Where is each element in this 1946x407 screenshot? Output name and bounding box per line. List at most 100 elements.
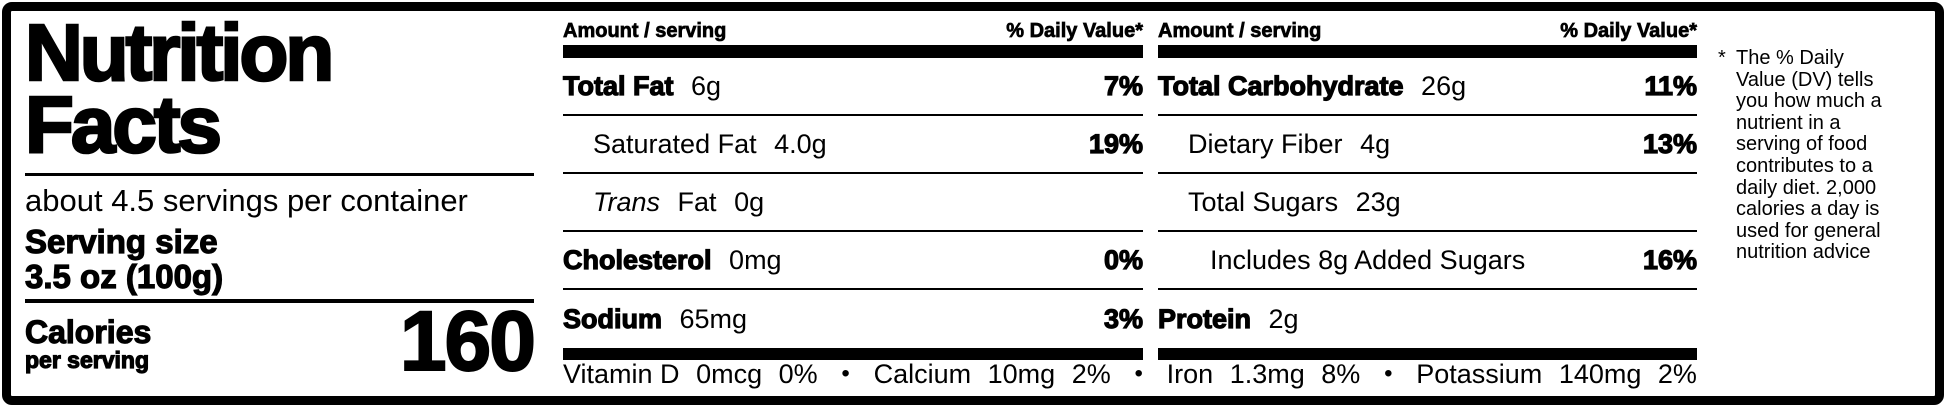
title-line-1: Nutrition [24, 8, 336, 97]
nutrient-amount: 0mg [729, 244, 782, 275]
micronutrient-calcium: Calcium 10mg 2% [874, 360, 1111, 388]
servings-per-container: about 4.5 servings per container [25, 183, 468, 218]
micronutrient-iron: Iron 1.3mg 8% [1167, 360, 1361, 388]
nutrient-name-italic: Trans [593, 186, 661, 217]
micronutrient-vitamin-d: Vitamin D 0mcg 0% [563, 360, 818, 388]
title-line-2: Facts [24, 80, 224, 169]
daily-value: 2% [1657, 359, 1697, 389]
daily-value: 0% [778, 359, 818, 389]
nutrient-name-group: Total Sugars 23g [1158, 187, 1401, 218]
micronutrient-potassium: Potassium 140mg 2% [1416, 360, 1697, 388]
serving-size-label: Serving size [24, 223, 218, 260]
nutrient-name: Potassium [1416, 359, 1543, 389]
nutrient-row-added-sugars: Includes 8g Added Sugars 16% [1158, 232, 1698, 290]
nutrient-name: Total Sugars [1188, 186, 1339, 217]
amount-per-serving-header: Amount / serving [563, 20, 727, 43]
nutrient-amount: 26g [1421, 70, 1467, 101]
nutrient-row-saturated-fat: Saturated Fat 4.0g 19% [563, 116, 1144, 174]
daily-value-header: % Daily Value* [1560, 20, 1697, 43]
nutrient-name-group: Saturated Fat 4.0g [563, 129, 827, 160]
nutrient-row-total-fat: Total Fat 6g 7% [562, 58, 1144, 116]
nutrient-amount: 10mg [987, 359, 1056, 389]
nutrition-facts-title: Nutrition Facts [24, 8, 534, 169]
nutrient-amount: 1.3mg [1229, 359, 1305, 389]
nutrient-column-1: Amount / serving % Daily Value* Total Fa… [562, 19, 1144, 360]
nutrient-amount: 0mcg [696, 359, 763, 389]
nutrient-name-group: Protein 2g [1157, 303, 1299, 335]
nutrient-name-group: Trans Fat 0g [563, 187, 764, 218]
daily-value: 2% [1071, 359, 1111, 389]
nutrient-name: Protein [1157, 303, 1252, 334]
daily-value: 7% [1103, 70, 1143, 101]
nutrient-amount: 65mg [679, 303, 748, 334]
footnote-line: you how much a [1736, 90, 1882, 113]
nutrient-name: Iron [1166, 359, 1214, 389]
nutrient-name: Vitamin D [563, 359, 680, 389]
thick-rule [563, 45, 1143, 58]
nutrient-name: Sodium [562, 303, 662, 334]
nutrient-amount: 6g [691, 70, 722, 101]
nutrient-row-total-sugars: Total Sugars 23g [1158, 174, 1697, 232]
micronutrients-line: Vitamin D 0mcg 0% • Calcium 10mg 2% • Ir… [563, 360, 1697, 388]
column-header: Amount / serving % Daily Value* [563, 19, 1144, 43]
nutrient-name-group: Includes 8g Added Sugars [1158, 245, 1525, 276]
nutrient-name-group: Total Fat 6g [562, 70, 722, 102]
footnote-line: Value (DV) tells [1736, 68, 1874, 91]
nutrient-name: Dietary Fiber [1188, 128, 1343, 159]
daily-value: 16% [1642, 244, 1697, 275]
nutrient-name: Includes 8g Added Sugars [1210, 244, 1526, 275]
nutrient-name-group: Sodium 65mg [562, 303, 748, 335]
nutrient-amount: 140mg [1558, 359, 1642, 389]
footnote-line: The % Daily [1736, 47, 1844, 69]
nutrient-row-total-carbohydrate: Total Carbohydrate 26g 11% [1157, 58, 1698, 116]
nutrient-row-dietary-fiber: Dietary Fiber 4g 13% [1158, 116, 1698, 174]
calories-label: Calories [24, 314, 152, 350]
nutrient-row-trans-fat: Trans Fat 0g [563, 174, 1143, 232]
nutrient-amount: 2g [1268, 303, 1299, 334]
daily-value: 8% [1321, 359, 1361, 389]
nutrient-row-sodium: Sodium 65mg 3% [562, 290, 1143, 348]
nutrient-name: Calcium [873, 359, 972, 389]
thick-rule [1158, 45, 1697, 58]
amount-per-serving-header: Amount / serving [1158, 20, 1322, 43]
footnote-line: serving of food [1736, 133, 1868, 156]
daily-value: 3% [1103, 303, 1143, 334]
column-header: Amount / serving % Daily Value* [1158, 19, 1698, 43]
thick-rule [1158, 348, 1697, 360]
calories-sublabel: per serving [24, 347, 149, 373]
nutrient-row-cholesterol: Cholesterol 0mg 0% [562, 232, 1144, 290]
divider [25, 173, 534, 176]
nutrient-name: Fat [677, 186, 717, 217]
nutrient-name: Total Carbohydrate [1157, 70, 1404, 101]
footnote-line: daily diet. 2,000 [1736, 176, 1877, 199]
daily-value-header: % Daily Value* [1006, 20, 1143, 43]
nutrient-name-group: Dietary Fiber 4g [1158, 129, 1390, 160]
left-panel: Nutrition Facts about 4.5 servings per c… [24, 8, 537, 396]
nutrient-name: Total Fat [562, 70, 674, 101]
daily-value-footnote: * The % Daily Value (DV) tells you how m… [1718, 47, 1923, 264]
daily-value: 19% [1088, 128, 1143, 159]
divider [25, 299, 534, 303]
daily-value: 11% [1644, 70, 1698, 101]
footnote-line: nutrient in a [1736, 111, 1841, 134]
calories-value: 160 [399, 294, 537, 388]
daily-value: 13% [1642, 128, 1697, 159]
footnote-line: contributes to a [1736, 154, 1873, 177]
footnote-line: calories a day is [1736, 198, 1880, 221]
bullet-separator: • [1384, 360, 1393, 387]
calories-row: Calories per serving 160 [24, 294, 537, 388]
nutrient-amount: 4.0g [774, 128, 827, 159]
nutrient-column-2: Amount / serving % Daily Value* Total Ca… [1157, 19, 1698, 360]
nutrient-amount: 0g [734, 186, 765, 217]
nutrient-amount: 4g [1360, 128, 1391, 159]
daily-value: 0% [1103, 244, 1143, 275]
serving-size-value: 3.5 oz (100g) [24, 258, 224, 295]
calories-label-block: Calories per serving [24, 314, 152, 373]
nutrient-name-group: Total Carbohydrate 26g [1157, 70, 1467, 102]
nutrient-row-protein: Protein 2g [1157, 290, 1697, 348]
nutrient-name: Cholesterol [562, 244, 712, 275]
footnote-line: used for general [1736, 219, 1881, 242]
footnote-asterisk: * [1718, 47, 1726, 69]
thick-rule [563, 348, 1143, 360]
